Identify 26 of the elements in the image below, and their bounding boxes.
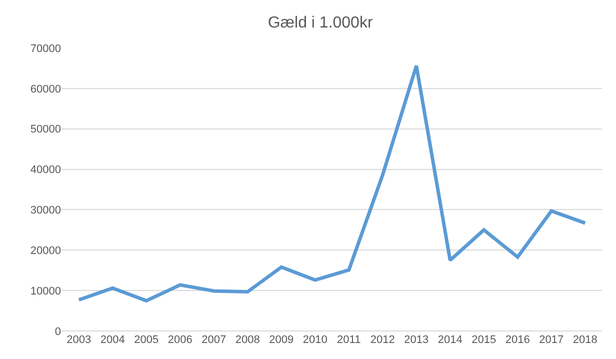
chart-title: Gæld i 1.000kr xyxy=(268,14,374,32)
x-tick-label: 2018 xyxy=(572,334,598,346)
x-tick-label: 2017 xyxy=(539,334,564,346)
y-tick-label: 70000 xyxy=(30,42,61,55)
y-tick-label: 30000 xyxy=(30,204,61,217)
x-tick-label: 2010 xyxy=(302,334,328,346)
x-tick-label: 2015 xyxy=(472,334,496,346)
x-tick-label: 2012 xyxy=(370,334,395,346)
x-tick-label: 2009 xyxy=(269,334,294,346)
y-tick-label: 10000 xyxy=(30,285,61,298)
x-tick-label: 2004 xyxy=(100,334,125,346)
x-tick-label: 2016 xyxy=(505,334,530,346)
y-tick-label: 60000 xyxy=(30,83,61,96)
line-series xyxy=(77,64,587,302)
x-tick-label: 2007 xyxy=(202,334,226,346)
y-tick-label: 50000 xyxy=(30,124,61,136)
x-tick-label: 2014 xyxy=(438,334,462,346)
y-tick-label: 0 xyxy=(54,326,61,338)
x-tick-label: 2013 xyxy=(404,334,429,346)
y-tick-label: 40000 xyxy=(30,164,61,176)
x-tick-label: 2003 xyxy=(66,334,92,346)
x-tick-label: 2008 xyxy=(235,334,260,346)
x-tick-label: 2011 xyxy=(337,334,361,346)
y-tick-label: 20000 xyxy=(30,244,61,257)
x-tick-label: 2006 xyxy=(168,334,192,346)
x-tick-label: 2005 xyxy=(134,334,159,346)
